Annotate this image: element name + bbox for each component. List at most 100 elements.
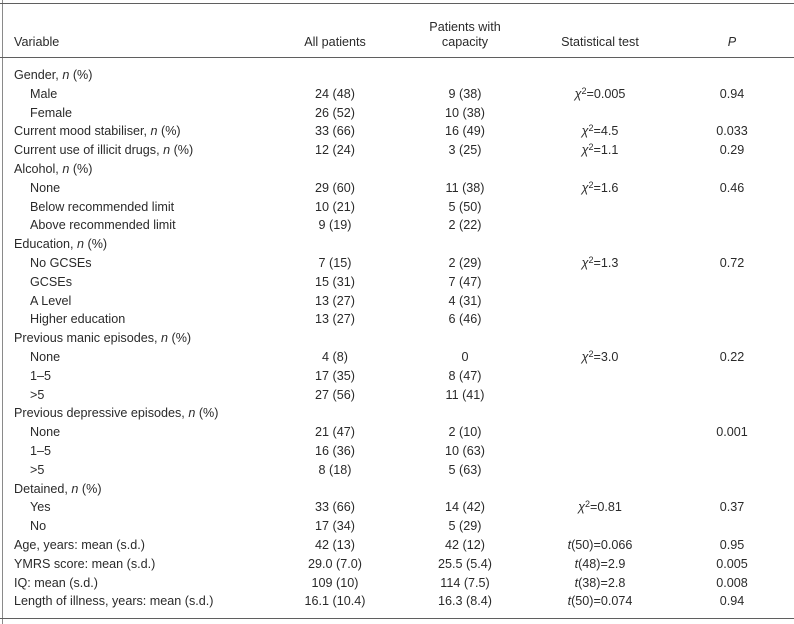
- table-row: None 21 (47) 2 (10) 0.001: [0, 423, 794, 442]
- table-row: >5 27 (56) 11 (41): [0, 386, 794, 405]
- cell-capacity: 4 (31): [448, 293, 482, 308]
- cell-p-value: [670, 273, 794, 292]
- cell-capacity: 7 (47): [448, 274, 482, 289]
- row-label: Below recommended limit: [30, 199, 175, 214]
- cell-p-value: 0.37: [719, 500, 745, 515]
- cell-capacity: 6 (46): [448, 312, 482, 327]
- column-header-capacity-line2: capacity: [441, 35, 489, 49]
- cell-capacity: 14 (42): [445, 500, 485, 515]
- column-header-p-value: P: [670, 3, 794, 58]
- cell-p-value: [670, 160, 794, 179]
- cell-p-value: [670, 461, 794, 480]
- cell-p-value: 0.46: [719, 180, 745, 195]
- table-row: Age, years: mean (s.d.) 42 (13) 42 (12) t(5…: [0, 536, 794, 555]
- row-label: Above recommended limit: [30, 218, 176, 233]
- cell-capacity: 8 (47): [448, 368, 482, 383]
- table-row: A Level 13 (27) 4 (31): [0, 292, 794, 311]
- cell-capacity: 2 (10): [448, 425, 482, 440]
- cell-p-value: [670, 442, 794, 461]
- cell-p-value: [670, 404, 794, 423]
- row-label: A Level: [30, 293, 72, 308]
- table-row: None 4 (8) 0 χ2=3.0 0.22: [0, 348, 794, 367]
- cell-all-patients: 42 (13): [315, 537, 355, 552]
- row-label: None: [30, 425, 61, 440]
- cell-statistical-test: [530, 198, 670, 217]
- cell-statistical-test: [530, 461, 670, 480]
- cell-p-value: 0.22: [719, 349, 745, 364]
- row-label: No: [30, 519, 47, 534]
- cell-all-patients: 33 (66): [315, 124, 355, 139]
- cell-statistical-test: [530, 404, 670, 423]
- cell-all-patients: 13 (27): [315, 312, 355, 327]
- cell-p-value: [670, 58, 794, 85]
- cell-statistical-test: [530, 216, 670, 235]
- cell-p-value: 0.033: [716, 124, 748, 139]
- cell-all-patients: 15 (31): [315, 274, 355, 289]
- cell-all-patients: 26 (52): [315, 105, 355, 120]
- cell-all-patients: 17 (34): [315, 519, 355, 534]
- row-label: None: [30, 349, 61, 364]
- cell-all-patients: 9 (19): [318, 218, 352, 233]
- table-row: GCSEs 15 (31) 7 (47): [0, 273, 794, 292]
- row-label: Age, years: mean (s.d.): [14, 537, 145, 552]
- table-row: Above recommended limit 9 (19) 2 (22): [0, 216, 794, 235]
- column-header-variable: Variable: [0, 3, 270, 58]
- table-row: Previous depressive episodes, n (%): [0, 404, 794, 423]
- row-label: Female: [30, 105, 72, 120]
- cell-capacity: [400, 160, 530, 179]
- table-row: Yes 33 (66) 14 (42) χ2=0.81 0.37: [0, 498, 794, 517]
- cell-p-value: [670, 517, 794, 536]
- cell-statistical-test: [530, 517, 670, 536]
- table-row: No GCSEs 7 (15) 2 (29) χ2=1.3 0.72: [0, 254, 794, 273]
- table-row: IQ: mean (s.d.) 109 (10) 114 (7.5) t(38)=2.…: [0, 574, 794, 593]
- cell-p-value: 0.94: [719, 86, 745, 101]
- cell-p-value: [670, 292, 794, 311]
- cell-p-value: 0.005: [716, 556, 748, 571]
- row-label: Length of illness, years: mean (s.d.): [14, 594, 214, 609]
- cell-capacity: 3 (25): [448, 143, 482, 158]
- cell-all-patients: 16.1 (10.4): [304, 594, 366, 609]
- cell-statistical-test: χ2=0.81: [578, 499, 622, 515]
- cell-p-value: [670, 480, 794, 499]
- cell-statistical-test: [530, 442, 670, 461]
- cell-statistical-test: χ2=1.1: [581, 142, 619, 158]
- cell-statistical-test: [530, 58, 670, 85]
- cell-all-patients: 29.0 (7.0): [308, 556, 362, 571]
- cell-all-patients: [270, 58, 400, 85]
- cell-all-patients: 27 (56): [315, 387, 355, 402]
- cell-all-patients: 4 (8): [322, 349, 348, 364]
- cell-p-value: [670, 386, 794, 405]
- table-row: Detained, n (%): [0, 480, 794, 499]
- cell-statistical-test: χ2=3.0: [581, 348, 619, 364]
- cell-capacity: 2 (29): [448, 255, 482, 270]
- cell-p-value: [670, 216, 794, 235]
- cell-all-patients: [270, 480, 400, 499]
- table-row: Current use of illicit drugs, n (%) 12 (2…: [0, 141, 794, 160]
- cell-all-patients: 10 (21): [315, 199, 355, 214]
- cell-statistical-test: [530, 292, 670, 311]
- cell-capacity: 10 (63): [445, 443, 485, 458]
- cell-all-patients: 33 (66): [315, 500, 355, 515]
- row-label: Higher education: [30, 312, 126, 327]
- cell-statistical-test: [530, 235, 670, 254]
- cell-p-value: 0.008: [716, 575, 748, 590]
- cell-capacity: [400, 235, 530, 254]
- table-header: Variable All patients Patients with capa…: [0, 3, 794, 58]
- row-label: >5: [30, 387, 45, 402]
- row-label: Gender, n (%): [14, 68, 93, 82]
- table-row: Length of illness, years: mean (s.d.) 16.…: [0, 592, 794, 618]
- cell-statistical-test: [530, 480, 670, 499]
- cell-statistical-test: [530, 310, 670, 329]
- cell-p-value: 0.94: [719, 594, 745, 609]
- cell-all-patients: 13 (27): [315, 293, 355, 308]
- cell-capacity: 25.5 (5.4): [438, 556, 492, 571]
- cell-all-patients: 17 (35): [315, 368, 355, 383]
- cell-capacity: [400, 329, 530, 348]
- table-row: Alcohol, n (%): [0, 160, 794, 179]
- cell-statistical-test: [530, 160, 670, 179]
- header-row: Variable All patients Patients with capa…: [0, 3, 794, 58]
- cell-all-patients: 21 (47): [315, 425, 355, 440]
- cell-statistical-test: [530, 367, 670, 386]
- cell-all-patients: [270, 329, 400, 348]
- table-row: Male 24 (48) 9 (38) χ2=0.005 0.94: [0, 85, 794, 104]
